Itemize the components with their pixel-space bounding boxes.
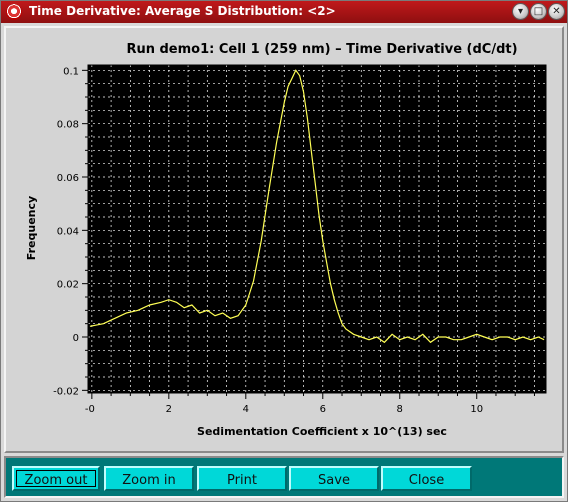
y-tick-label: 0.02 <box>57 280 79 291</box>
close-button[interactable]: Close <box>381 466 472 491</box>
maximize-icon[interactable]: □ <box>531 4 546 19</box>
x-tick-label: 10 <box>470 404 483 415</box>
close-icon[interactable]: ✕ <box>549 4 564 19</box>
plot-frame <box>87 64 547 394</box>
button-bar: Zoom out Zoom in Print Save Close <box>4 456 564 498</box>
app-menu-icon[interactable] <box>6 4 22 20</box>
y-tick-label: 0.1 <box>63 66 79 77</box>
plot-area <box>88 65 546 393</box>
y-tick-label: 0 <box>73 333 79 344</box>
x-tick-label: 4 <box>243 404 249 415</box>
zoom-in-button[interactable]: Zoom in <box>104 466 194 491</box>
y-axis-label: Frequency <box>25 196 38 260</box>
axis-ticks: -0 2 4 6 8 10 0.1 0.08 0.06 0.04 0.02 0 -0.02 <box>53 64 547 415</box>
derivative-curve <box>89 69 545 344</box>
x-tick-label: 8 <box>397 404 403 415</box>
x-tick-label: 2 <box>166 404 172 415</box>
title-bar[interactable]: Time Derivative: Average S Distribution:… <box>1 1 567 23</box>
window-title: Time Derivative: Average S Distribution:… <box>29 4 336 18</box>
grid-lines <box>88 65 546 393</box>
print-button[interactable]: Print <box>197 466 287 491</box>
save-button[interactable]: Save <box>289 466 379 491</box>
x-tick-label: 6 <box>320 404 326 415</box>
chart-title: Run demo1: Cell 1 (259 nm) – Time Deriva… <box>126 42 517 57</box>
y-tick-label: 0.08 <box>57 120 79 131</box>
time-derivative-chart: Run demo1: Cell 1 (259 nm) – Time Deriva… <box>25 42 547 438</box>
zoom-out-button[interactable]: Zoom out <box>12 466 100 491</box>
x-axis-label: Sedimentation Coefficient x 10^(13) sec <box>197 425 447 438</box>
x-tick-label: -0 <box>85 404 95 415</box>
y-tick-label: -0.02 <box>53 386 79 397</box>
minimize-icon[interactable]: ▾ <box>513 4 528 19</box>
y-tick-label: 0.06 <box>57 173 79 184</box>
y-tick-label: 0.04 <box>57 226 79 237</box>
plot-panel: Run demo1: Cell 1 (259 nm) – Time Deriva… <box>4 26 564 453</box>
